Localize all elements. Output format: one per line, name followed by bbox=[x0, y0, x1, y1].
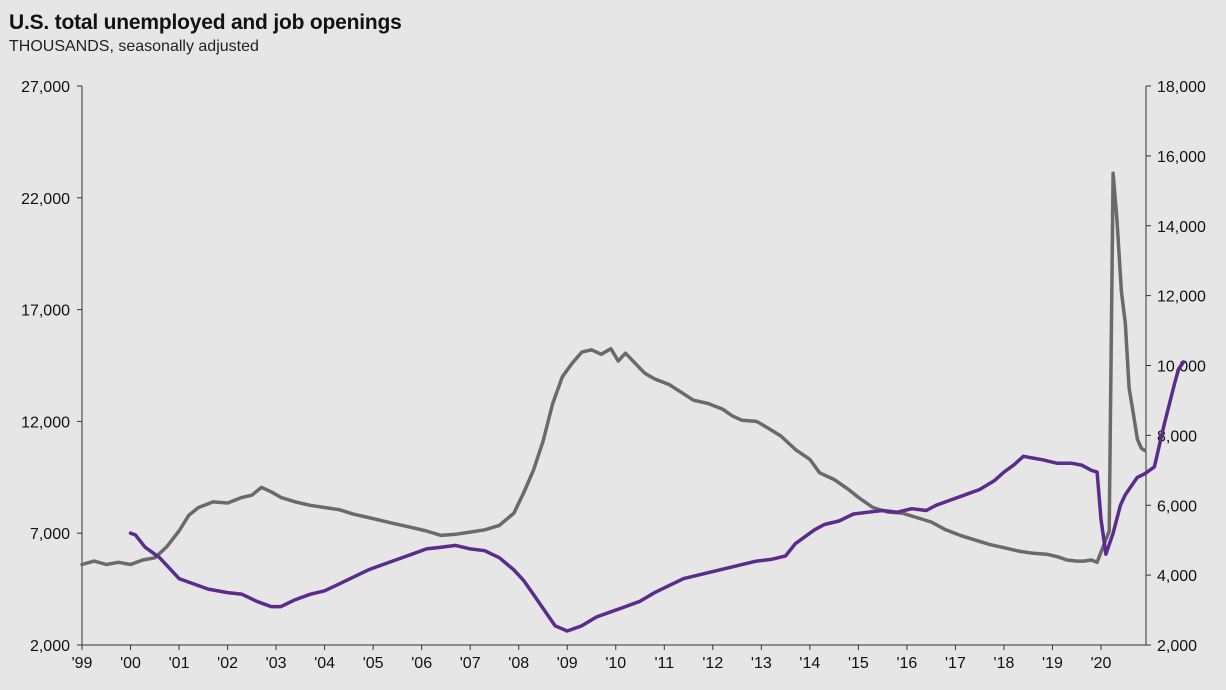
x-tick-label: '00 bbox=[120, 655, 141, 672]
x-tick-label: '12 bbox=[702, 655, 723, 672]
left-y-tick-label: 22,000 bbox=[21, 191, 70, 208]
right-y-tick-label: 8,000 bbox=[1157, 428, 1197, 445]
x-tick-label: '04 bbox=[314, 655, 335, 672]
left-y-tick-label: 2,000 bbox=[30, 638, 70, 655]
x-tick-label: '15 bbox=[848, 655, 869, 672]
left-y-tick-label: 17,000 bbox=[21, 303, 70, 320]
right-y-tick-label: 16,000 bbox=[1157, 149, 1206, 166]
x-tick-label: '05 bbox=[363, 655, 384, 672]
right-y-tick-label: 14,000 bbox=[1157, 219, 1206, 236]
left-y-tick-label: 27,000 bbox=[21, 79, 70, 96]
x-tick-label: '20 bbox=[1091, 655, 1112, 672]
x-tick-label: '10 bbox=[605, 655, 626, 672]
x-tick-label: '06 bbox=[411, 655, 432, 672]
x-tick-label: '11 bbox=[654, 655, 674, 672]
x-tick-label: '99 bbox=[72, 655, 93, 672]
x-tick-label: '02 bbox=[217, 655, 238, 672]
x-tick-label: '14 bbox=[799, 655, 820, 672]
right-y-tick-label: 12,000 bbox=[1157, 289, 1206, 306]
right-y-tick-label: 6,000 bbox=[1157, 498, 1197, 515]
series-line-left-axis bbox=[80, 171, 1147, 567]
x-tick-label: '18 bbox=[994, 655, 1015, 672]
x-tick-label: '16 bbox=[896, 655, 917, 672]
chart-title: U.S. total unemployed and job openings bbox=[9, 11, 402, 34]
right-y-tick-label: 2,000 bbox=[1157, 638, 1197, 655]
x-tick-label: '08 bbox=[508, 655, 529, 672]
left-y-tick-label: 7,000 bbox=[30, 526, 70, 543]
x-tick-label: '13 bbox=[751, 655, 772, 672]
right-y-tick-label: 4,000 bbox=[1157, 568, 1197, 585]
right-y-tick-label: 18,000 bbox=[1157, 79, 1206, 96]
x-tick-label: '07 bbox=[460, 655, 481, 672]
left-y-tick-label: 12,000 bbox=[21, 414, 70, 431]
chart-subtitle: THOUSANDS, seasonally adjusted bbox=[9, 38, 259, 55]
x-tick-label: '09 bbox=[557, 655, 578, 672]
series-line-right-axis bbox=[128, 360, 1186, 633]
x-tick-label: '17 bbox=[945, 655, 966, 672]
x-tick-label: '03 bbox=[266, 655, 287, 672]
x-tick-label: '19 bbox=[1042, 655, 1063, 672]
x-tick-label: '01 bbox=[169, 655, 190, 672]
